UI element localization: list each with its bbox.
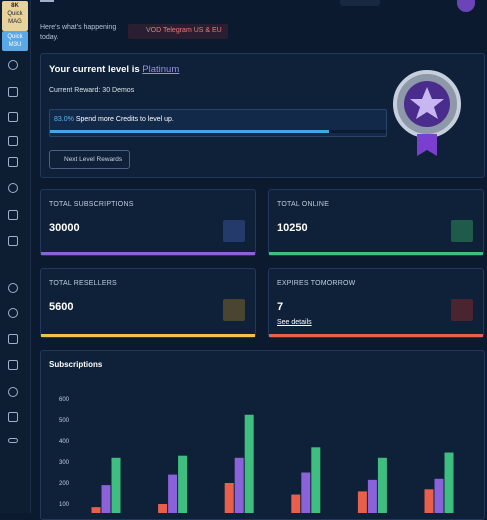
progress-fill xyxy=(50,130,329,133)
stat-value: 30000 xyxy=(49,222,80,234)
bar xyxy=(301,472,311,513)
stat-icon xyxy=(223,299,245,321)
chart-card: Subscriptions 100 200 300 400 500 600 xyxy=(40,350,485,520)
icon[interactable] xyxy=(8,360,18,370)
y-tick-label: 200 xyxy=(59,481,70,487)
subtitle: Here's what's happening today. xyxy=(40,24,117,41)
quick-m3u[interactable]: Quick M3U xyxy=(2,31,28,51)
bar xyxy=(111,457,121,513)
y-tick-label: 100 xyxy=(59,502,70,508)
icon[interactable] xyxy=(8,60,18,70)
sidebar: 8K Quick MAG Quick M3U xyxy=(0,0,31,513)
icon[interactable] xyxy=(8,308,18,318)
icon[interactable] xyxy=(8,112,18,122)
icon[interactable] xyxy=(8,183,18,193)
text: Your current level is xyxy=(49,64,140,75)
level-card: Your current level is Platinum Current R… xyxy=(40,53,485,178)
accent xyxy=(41,334,255,337)
quick-mag[interactable]: 8K Quick MAG xyxy=(2,1,28,31)
bar xyxy=(101,485,111,513)
y-tick-label: 500 xyxy=(59,418,70,424)
icon[interactable] xyxy=(8,87,18,97)
flag[interactable] xyxy=(340,0,380,6)
progress-text: 83.0% Spend more Credits to level up. xyxy=(54,116,174,123)
bar xyxy=(424,489,434,513)
bar xyxy=(367,479,377,513)
icon[interactable] xyxy=(8,236,18,246)
bar xyxy=(234,457,244,513)
stat-value: 5600 xyxy=(49,301,74,313)
next-level-button[interactable]: Next Level Rewards xyxy=(49,150,131,169)
badge-icon xyxy=(393,70,461,156)
accent xyxy=(269,334,483,337)
stat-label: TOTAL RESELLERS xyxy=(49,280,117,287)
avatar[interactable] xyxy=(457,0,475,12)
icon[interactable] xyxy=(8,387,18,397)
bar xyxy=(91,507,101,513)
bar xyxy=(158,504,168,513)
chart: Subscriptions 100 200 300 400 500 600 xyxy=(49,360,454,513)
see-details[interactable]: See details xyxy=(277,319,312,326)
level-name: Platinum xyxy=(142,64,180,75)
stat-icon xyxy=(451,220,473,242)
bar xyxy=(224,483,234,513)
link: Quick MAG xyxy=(7,11,23,25)
stat-icon xyxy=(451,299,473,321)
stat-card: EXPIRES TOMORROW 7 See details xyxy=(268,268,484,338)
stat-icon xyxy=(223,220,245,242)
icon[interactable] xyxy=(8,157,18,167)
stat-label: TOTAL ONLINE xyxy=(277,201,330,208)
progress-box: 83.0% Spend more Credits to level up. xyxy=(49,109,387,137)
bar xyxy=(244,414,254,513)
level-title: Your current level is Platinum xyxy=(49,64,179,75)
icon[interactable] xyxy=(8,334,18,344)
bar xyxy=(168,474,178,513)
banner[interactable]: VOD Telegram US & EU xyxy=(128,24,228,39)
bar xyxy=(444,452,454,513)
bar xyxy=(377,457,387,513)
stat-value: 10250 xyxy=(277,222,308,234)
stat-value: 7 xyxy=(277,301,284,313)
accent xyxy=(41,252,255,255)
stat-card: TOTAL ONLINE 10250 xyxy=(268,189,484,256)
bar xyxy=(357,491,367,513)
bar xyxy=(434,478,444,513)
y-tick-label: 300 xyxy=(59,460,70,466)
chart-title: Subscriptions xyxy=(49,360,103,369)
y-tick-label: 400 xyxy=(59,439,70,445)
stat-label: TOTAL SUBSCRIPTIONS xyxy=(49,201,134,208)
text: Spend more Credits to level up. xyxy=(75,116,174,123)
badge: 8K xyxy=(11,3,19,9)
link: Quick M3U xyxy=(7,34,23,48)
icon[interactable] xyxy=(8,136,18,146)
icon[interactable] xyxy=(8,283,18,293)
menu-arrow[interactable] xyxy=(40,0,54,2)
stat-card: TOTAL SUBSCRIPTIONS 30000 xyxy=(40,189,256,256)
reward: Current Reward: 30 Demos xyxy=(49,87,135,94)
icon[interactable] xyxy=(8,438,18,443)
stat-label: EXPIRES TOMORROW xyxy=(277,280,356,287)
bar xyxy=(178,455,188,513)
progress-label: 83.0% xyxy=(54,116,74,123)
icon[interactable] xyxy=(8,210,18,220)
progress-track xyxy=(50,130,386,133)
bar xyxy=(291,494,301,513)
y-tick-label: 600 xyxy=(59,397,70,403)
icon[interactable] xyxy=(8,412,18,422)
bar xyxy=(311,447,321,513)
stat-card: TOTAL RESELLERS 5600 xyxy=(40,268,256,338)
accent xyxy=(269,252,483,255)
